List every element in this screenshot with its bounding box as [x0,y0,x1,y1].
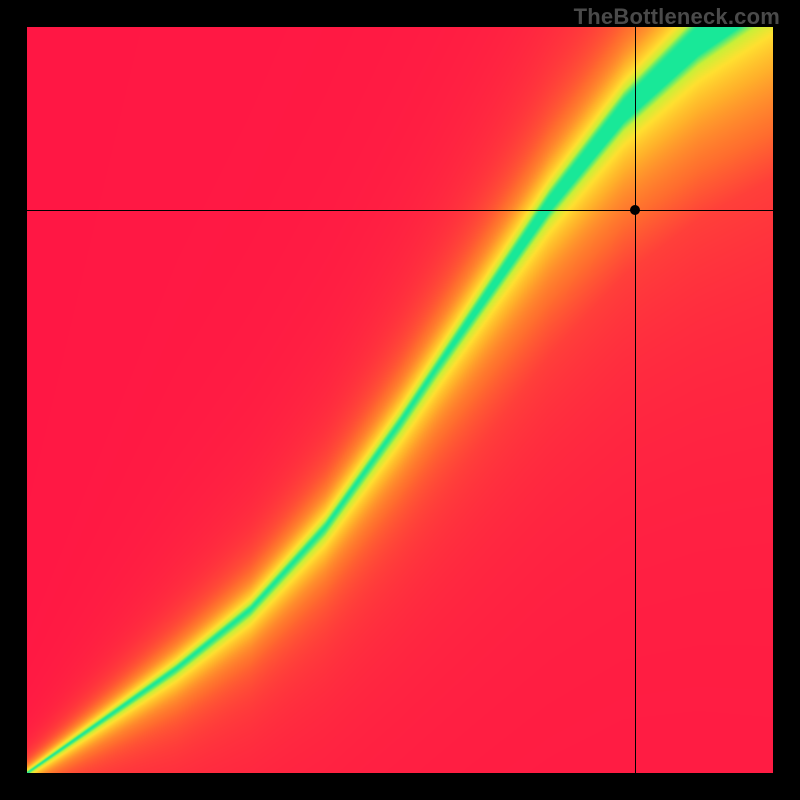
crosshair-vertical [635,27,636,773]
heatmap-canvas [27,27,773,773]
crosshair-marker [630,205,640,215]
watermark-text: TheBottleneck.com [574,4,780,30]
crosshair-horizontal [27,210,773,211]
chart-container: TheBottleneck.com [0,0,800,800]
plot-area [27,27,773,773]
